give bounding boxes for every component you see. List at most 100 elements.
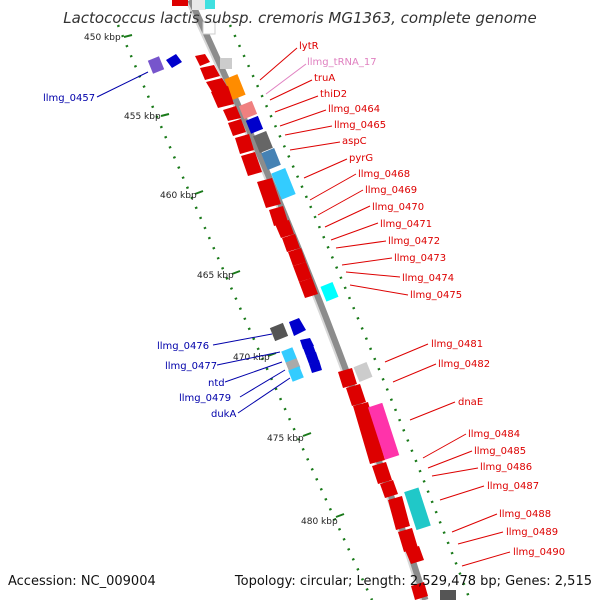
leader-line [324, 205, 371, 228]
gene-arrow [235, 134, 254, 154]
gene-box [238, 100, 258, 120]
map-title: Lactococcus lactis subsp. cremoris MG136… [63, 9, 537, 27]
leader-line [451, 513, 498, 533]
gene-box [367, 402, 400, 460]
gene-label: ntd [208, 378, 225, 389]
leader-line [279, 109, 327, 127]
forward-label-group: lytR llmg_tRNA_17 truA thiD2 llmg_0464 l… [299, 41, 565, 558]
gene-label: llmg_0468 [358, 169, 410, 180]
gene-arrow [289, 318, 306, 336]
leader-line [309, 173, 357, 201]
leader-line [259, 47, 298, 81]
gene-box [192, 0, 206, 10]
leader-line [409, 401, 456, 421]
gene-label: llmg_0486 [480, 462, 532, 473]
gene-label: llmg_0476 [157, 341, 209, 352]
gene-label: aspC [342, 136, 367, 147]
leader-line [284, 125, 333, 136]
gene-label: llmg_0471 [380, 219, 432, 230]
leader-line [330, 222, 379, 241]
gene-box [281, 347, 297, 363]
gene-arrow [309, 360, 322, 373]
gene-arrow [241, 152, 262, 176]
leader-line [431, 467, 479, 477]
gene-arrow [223, 106, 241, 121]
gene-label: llmg_0479 [179, 393, 231, 404]
gene-arrow [306, 352, 319, 364]
leader-line [349, 284, 409, 296]
gene-arrow [405, 546, 424, 564]
gene-box [147, 56, 165, 74]
gene-label: llmg_0469 [365, 185, 417, 196]
gene-label: llmg_0487 [487, 481, 539, 492]
gene-label: thiD2 [320, 89, 347, 100]
reverse-label-group: llmg_0457 llmg_0476 llmg_0477 ntd llmg_0… [43, 93, 236, 420]
gene-label: truA [314, 73, 335, 84]
gene-arrow [282, 234, 300, 252]
gene-label: pyrG [349, 153, 373, 164]
gene-box [202, 21, 216, 35]
gene-arrow [293, 262, 312, 282]
gene-arrow [398, 528, 418, 552]
gene-label: llmg_0475 [410, 290, 462, 301]
gene-arrow [288, 248, 306, 266]
leader-line [341, 257, 393, 266]
gene-arrow [372, 462, 392, 484]
gene-arrow [388, 496, 410, 530]
gene-label: llmg_0482 [438, 359, 490, 370]
gene-arrow [166, 54, 182, 68]
forward-genes [172, 0, 456, 600]
tick-label: 480 kbp [301, 517, 338, 527]
gene-box [220, 58, 232, 69]
gene-label: llmg_0484 [468, 429, 520, 440]
leader-line [392, 363, 437, 383]
gene-box [271, 168, 296, 200]
gene-arrow [211, 86, 234, 108]
tick-mark [335, 513, 345, 518]
leader-line [265, 63, 307, 95]
gene-label: llmg_tRNA_17 [307, 57, 377, 68]
leader-line [457, 531, 504, 545]
gene-label: llmg_0464 [328, 104, 380, 115]
gene-arrow [411, 582, 428, 600]
gene-arrow [257, 178, 281, 208]
gene-box [353, 361, 373, 383]
gene-arrow [380, 480, 398, 498]
leader-line [269, 79, 313, 101]
gene-arrow [303, 345, 316, 356]
leader-line [212, 333, 273, 346]
gene-box [440, 590, 456, 600]
tick-mark [231, 270, 241, 275]
tick-label: 455 kbp [124, 112, 161, 122]
leader-line [335, 240, 387, 249]
gene-label: llmg_0481 [431, 339, 483, 350]
leader-line [96, 71, 149, 98]
topology-text: Topology: circular; Length: 2,529,478 bp… [234, 574, 592, 589]
leader-line [427, 450, 473, 469]
gene-box [245, 115, 264, 134]
gene-label: llmg_0473 [394, 253, 446, 264]
gene-label: llmg_0457 [43, 93, 95, 104]
gene-box [288, 366, 304, 382]
leader-line [303, 158, 348, 179]
gene-label: llmg_0488 [499, 509, 551, 520]
reverse-genes [147, 54, 322, 382]
gene-arrow [200, 65, 220, 80]
tick-marks [123, 34, 345, 518]
gene-box [172, 0, 188, 6]
gene-label: llmg_0470 [372, 202, 424, 213]
gene-arrow [346, 384, 366, 406]
gene-label: llmg_0485 [474, 446, 526, 457]
tick-label: 465 kbp [197, 271, 234, 281]
gene-arrow [228, 119, 246, 136]
gene-box [224, 74, 246, 100]
leader-line [345, 271, 401, 278]
gene-box [404, 487, 431, 531]
gene-arrow [269, 206, 288, 226]
gene-label: llmg_0477 [165, 361, 217, 372]
tick-mark [194, 190, 204, 195]
tick-label: 475 kbp [267, 434, 304, 444]
leader-line [422, 433, 467, 459]
tick-label: 450 kbp [84, 33, 121, 43]
leader-line [289, 141, 341, 151]
